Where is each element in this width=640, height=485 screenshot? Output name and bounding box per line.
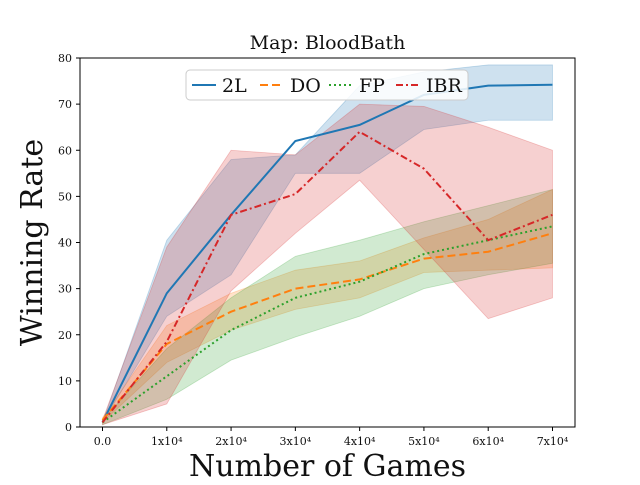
- y-axis-label: Winning Rate: [15, 139, 50, 346]
- y-tick-label: 60: [58, 144, 72, 157]
- band-ibr: [102, 103, 553, 426]
- y-tick-label: 10: [58, 375, 72, 388]
- series-lines: [101, 83, 553, 424]
- legend-label-2l: 2L: [222, 75, 247, 97]
- y-tick-label: 70: [58, 98, 72, 111]
- x-tick-label: 6x10⁴: [472, 435, 504, 448]
- series-line-fp: [101, 225, 553, 424]
- x-tick-label: 1x10⁴: [151, 435, 183, 448]
- x-tick-label: 0.0: [94, 435, 112, 448]
- legend: 2L DO FP IBR: [185, 69, 469, 101]
- legend-label-do: DO: [290, 75, 321, 97]
- y-tick-label: 40: [58, 237, 72, 250]
- band-do: [102, 188, 553, 424]
- x-tick-label: 2x10⁴: [215, 435, 247, 448]
- series-line-do: [101, 232, 553, 421]
- confidence-bands: [102, 64, 553, 426]
- band-fp: [102, 188, 553, 426]
- y-tick-label: 0: [65, 421, 72, 434]
- y-tick-label: 50: [58, 190, 72, 203]
- y-tick-label: 20: [58, 329, 72, 342]
- chart-title: Map: BloodBath: [250, 32, 406, 54]
- series-line-ibr: [101, 130, 553, 424]
- y-tick-label: 30: [58, 283, 72, 296]
- y-tick-label: 80: [58, 52, 72, 65]
- legend-label-ibr: IBR: [426, 75, 462, 97]
- series-line-2l: [101, 83, 553, 423]
- x-tick-label: 4x10⁴: [344, 435, 376, 448]
- legend-label-fp: FP: [359, 75, 385, 97]
- x-tick-label: 5x10⁴: [408, 435, 440, 448]
- x-axis-label: Number of Games: [189, 449, 466, 480]
- band-2l: [102, 64, 553, 423]
- x-tick-label: 3x10⁴: [280, 435, 312, 448]
- x-tick-label: 7x10⁴: [537, 435, 569, 448]
- legend-box: [185, 69, 469, 101]
- x-axis-ticks: 0.0 1x10⁴ 2x10⁴ 3x10⁴ 4x10⁴ 5x10⁴ 6x10⁴ 7x10⁴: [94, 427, 569, 448]
- y-axis-ticks: 0 10 20 30 40 50 60 70 80: [58, 52, 80, 434]
